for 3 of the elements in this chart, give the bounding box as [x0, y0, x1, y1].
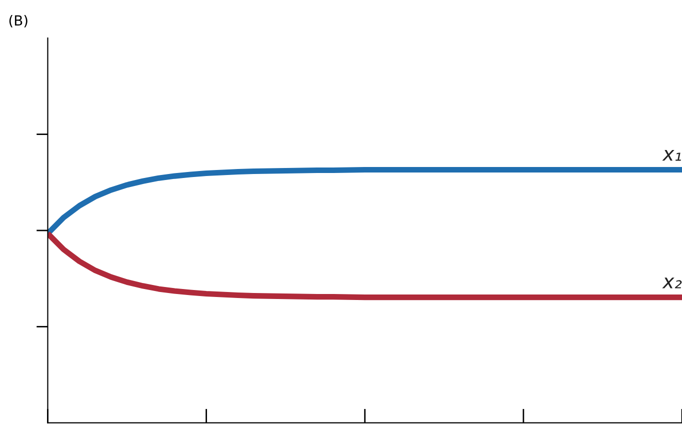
chart-title: (B)	[9, 14, 28, 28]
series-label: x₁	[662, 150, 681, 161]
series-label: x₂	[662, 278, 682, 288]
